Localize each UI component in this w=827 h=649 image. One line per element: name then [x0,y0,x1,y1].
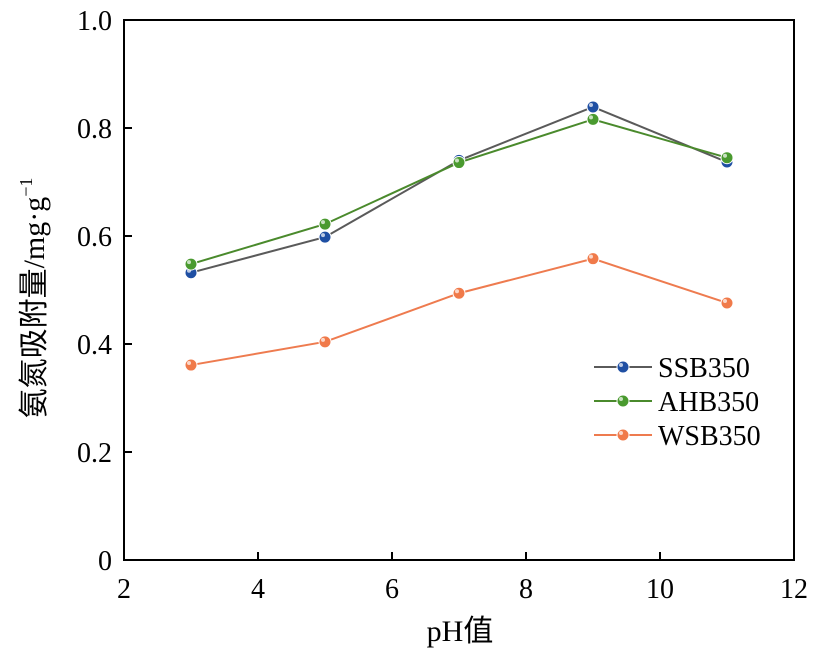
legend-item: AHB350 [594,387,759,418]
series-line [190,257,728,367]
plot-frame [123,19,795,561]
data-point-highlight [187,361,191,366]
data-point [184,257,198,271]
x-tick-label: 4 [251,574,265,605]
data-point-highlight [723,153,727,158]
x-tick-label: 2 [117,574,131,605]
x-tick-label: 6 [385,574,399,605]
series-layer [184,100,734,372]
data-point [586,100,600,114]
data-point-highlight [589,102,593,107]
y-tick-label: 0.6 [77,222,112,253]
data-point-highlight [187,260,191,265]
data-point-highlight [321,220,325,225]
series-wsb350 [184,252,734,372]
y-axis-title-superscript: −1 [16,178,36,197]
legend-marker [616,394,630,408]
series-line [190,118,728,266]
y-tick-label: 0.8 [77,114,112,145]
data-point [720,296,734,310]
legend-label: WSB350 [658,421,761,452]
data-point-highlight [455,158,459,163]
data-point [318,230,332,244]
legend-marker [616,428,630,442]
x-tick-label: 8 [519,574,533,605]
series-ssb350 [184,100,734,280]
y-tick-label: 1.0 [77,6,112,37]
legend-item: SSB350 [594,353,750,384]
legend-item: WSB350 [594,421,761,452]
data-point [452,286,466,300]
y-tick-label: 0.2 [77,438,112,469]
data-point [720,151,734,165]
legend-marker-highlight [619,397,623,401]
y-tick-label: 0.4 [77,330,112,361]
data-point [184,358,198,372]
series-line [190,105,728,274]
legend-marker [616,360,630,374]
x-tick-label: 12 [780,574,808,605]
data-point [586,252,600,266]
y-axis-title: 氨氮吸附量/mg·g−1 [16,178,51,419]
legend-marker-highlight [619,363,623,367]
data-point [318,217,332,231]
data-point [452,156,466,170]
data-point-highlight [589,115,593,120]
series-ahb350 [184,112,734,271]
data-point-highlight [321,233,325,238]
y-tick-label: 0 [98,546,112,577]
legend-label: AHB350 [658,387,759,418]
legend-marker-highlight [619,431,623,435]
y-axis-title-main: 氨氮吸附量/mg·g [18,197,51,419]
legend-label: SSB350 [658,353,750,384]
x-tick-label: 10 [646,574,674,605]
data-point-highlight [455,289,459,294]
axes: 2 4 6 8 10 12 0 0.2 0.4 0.6 0.8 1.0 [77,6,808,605]
data-point-highlight [589,254,593,259]
data-point [318,335,332,349]
data-point [586,112,600,126]
x-axis-title: pH值 [427,615,494,648]
data-point-highlight [321,337,325,342]
data-point-highlight [723,298,727,303]
